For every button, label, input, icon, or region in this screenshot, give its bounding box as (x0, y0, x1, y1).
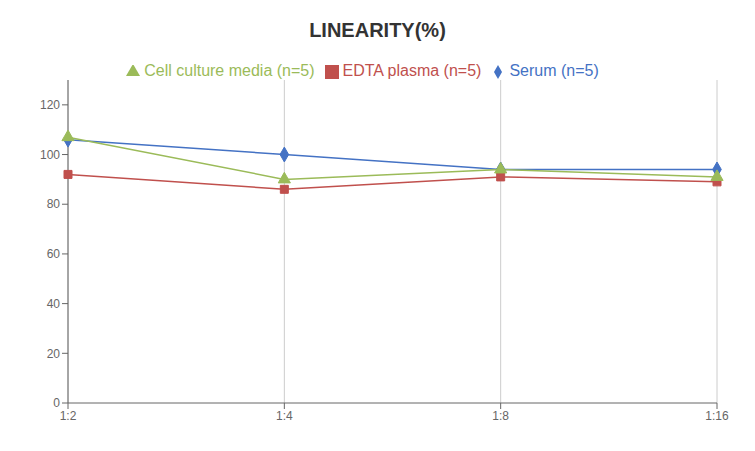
html-text:Cell culture media (n=5): Cell culture media (n=5) (144, 62, 315, 79)
svg-text:120: 120 (40, 98, 60, 112)
svg-text:80: 80 (47, 197, 61, 211)
svg-text:100: 100 (40, 148, 60, 162)
html-text:LINEARITY(%): LINEARITY(%) (309, 19, 446, 41)
html-text:EDTA plasma (n=5): EDTA plasma (n=5) (342, 62, 482, 79)
html-text:Serum (n=5): Serum (n=5) (509, 62, 599, 79)
svg-text:40: 40 (47, 297, 61, 311)
svg-text:1:2: 1:2 (60, 409, 77, 423)
svg-text:1:8: 1:8 (492, 409, 509, 423)
svg-text:1:16: 1:16 (705, 409, 729, 423)
svg-text:20: 20 (47, 347, 61, 361)
svg-text:1:4: 1:4 (276, 409, 293, 423)
svg-text:0: 0 (53, 396, 60, 410)
svg-text:60: 60 (47, 247, 61, 261)
